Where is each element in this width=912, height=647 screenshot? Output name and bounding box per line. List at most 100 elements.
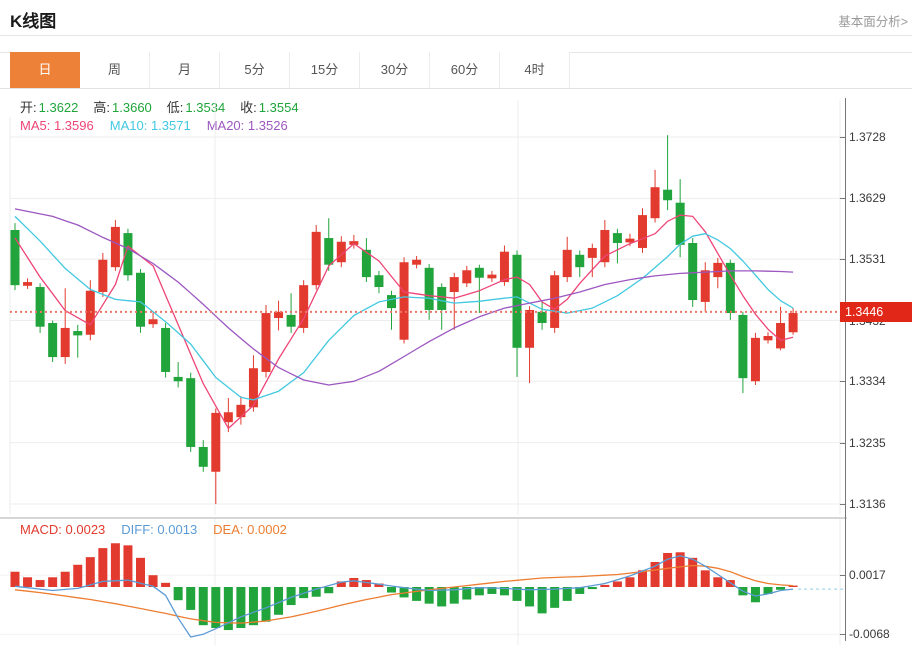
ma-lines — [14, 208, 794, 430]
macd-bar-negative — [211, 587, 221, 628]
macd-bar-positive — [136, 557, 145, 587]
candle-up — [700, 270, 710, 302]
candle-down — [173, 376, 183, 382]
candle-up — [311, 231, 321, 286]
axis-label: 1.3235 — [840, 436, 909, 450]
candle-up — [487, 274, 497, 279]
candle-up — [299, 285, 309, 328]
ma20-readout: MA20: 1.3526 — [206, 118, 288, 133]
fundamental-analysis-link[interactable]: 基本面分析> — [838, 15, 908, 29]
candle-up — [110, 226, 120, 268]
macd-bar-negative — [424, 587, 434, 604]
macd-bar-negative — [462, 587, 472, 600]
tab-30min[interactable]: 30分 — [360, 52, 430, 88]
current-price-badge: 1.3446 — [840, 301, 912, 322]
interval-tab-bar: 日周月 5分 15分 30分 60分 4时 — [10, 52, 570, 88]
macd-bar-positive — [60, 571, 70, 587]
candle-up — [788, 313, 798, 333]
candle-down — [424, 267, 434, 310]
macd-bar-negative — [449, 587, 459, 604]
close-readout: 收: 1.3554 — [240, 100, 299, 115]
candle-down — [136, 272, 145, 327]
macd-bar-positive — [336, 581, 346, 587]
candle-down — [512, 254, 522, 348]
candle-down — [387, 295, 396, 309]
candle-up — [650, 187, 660, 219]
ma-readout: MA5: 1.3596 MA10: 1.3571 MA20: 1.3526 — [20, 118, 288, 133]
tab-week[interactable]: 周 — [80, 52, 150, 88]
tab-month[interactable]: 月 — [150, 52, 220, 88]
macd-bar-negative — [387, 587, 396, 593]
candle-down — [361, 249, 371, 278]
macd-bar-positive — [23, 577, 33, 587]
candle-down — [374, 275, 384, 288]
macd-bar-negative — [261, 587, 271, 622]
ma20-line — [14, 208, 794, 386]
macd-bar-negative — [537, 587, 547, 614]
candle-up — [587, 247, 597, 258]
tab-15min[interactable]: 15分 — [290, 52, 360, 88]
candle-up — [750, 337, 760, 382]
candle-down — [35, 287, 45, 327]
candle-down — [286, 314, 296, 327]
axis-label: 1.3334 — [840, 374, 909, 388]
macd-bar-negative — [499, 587, 509, 596]
macd-value-readout: MACD: 0.0023 — [20, 522, 106, 537]
axis-label: 0.0017 — [840, 568, 909, 582]
candle-up — [625, 238, 635, 243]
candle-up — [499, 251, 509, 283]
macd-bar-positive — [625, 577, 635, 587]
macd-bar-positive — [638, 570, 647, 587]
macd-bar-negative — [173, 587, 183, 601]
diff-value-readout: DIFF: 0.0013 — [121, 522, 198, 537]
tabbar-bottom-border — [0, 88, 912, 89]
candle-up — [261, 313, 271, 372]
macd-bar-positive — [161, 582, 171, 587]
candle-down — [537, 311, 547, 323]
macd-bar-positive — [650, 562, 660, 587]
candle-up — [399, 262, 409, 340]
axis-label: 1.3531 — [840, 252, 909, 266]
macd-bar-positive — [700, 570, 710, 587]
candle-down — [48, 322, 58, 358]
candle-down — [738, 314, 748, 379]
macd-bar-positive — [374, 583, 384, 587]
macd-bar-positive — [98, 548, 108, 587]
candle-down — [612, 233, 622, 244]
candle-up — [462, 270, 472, 284]
macd-bar-positive — [73, 564, 83, 587]
candle-up — [60, 327, 70, 358]
macd-bar-positive — [612, 581, 622, 587]
macd-histogram — [10, 543, 798, 631]
candle-down — [10, 229, 20, 286]
macd-chart[interactable] — [0, 519, 912, 647]
open-readout: 开: 1.3622 — [20, 100, 79, 115]
page-title: K线图 — [10, 12, 57, 31]
candle-down — [161, 327, 171, 372]
tab-4hour[interactable]: 4时 — [500, 52, 570, 88]
pane-divider — [0, 517, 847, 519]
candle-up — [236, 404, 246, 418]
tab-60min[interactable]: 60分 — [430, 52, 500, 88]
price-axis-line — [845, 98, 846, 641]
ma10-readout: MA10: 1.3571 — [109, 118, 191, 133]
candle-up — [98, 259, 108, 292]
candle-up — [336, 241, 346, 263]
candle-up — [248, 368, 258, 408]
tab-day[interactable]: 日 — [10, 52, 80, 88]
axis-label: 1.3136 — [840, 497, 909, 511]
candlestick-chart[interactable] — [0, 98, 912, 517]
candle-up — [211, 412, 221, 472]
tab-5min[interactable]: 5分 — [220, 52, 290, 88]
candle-down — [186, 378, 196, 447]
axis-label: 1.3728 — [840, 130, 909, 144]
macd-bar-negative — [274, 587, 284, 615]
macd-bar-positive — [110, 543, 120, 587]
high-readout: 高: 1.3660 — [93, 100, 152, 115]
macd-bar-positive — [85, 557, 95, 587]
macd-bar-negative — [437, 587, 447, 607]
macd-bar-positive — [148, 575, 158, 587]
macd-bar-negative — [236, 587, 246, 628]
candle-down — [324, 238, 334, 265]
macd-bar-negative — [311, 587, 321, 597]
